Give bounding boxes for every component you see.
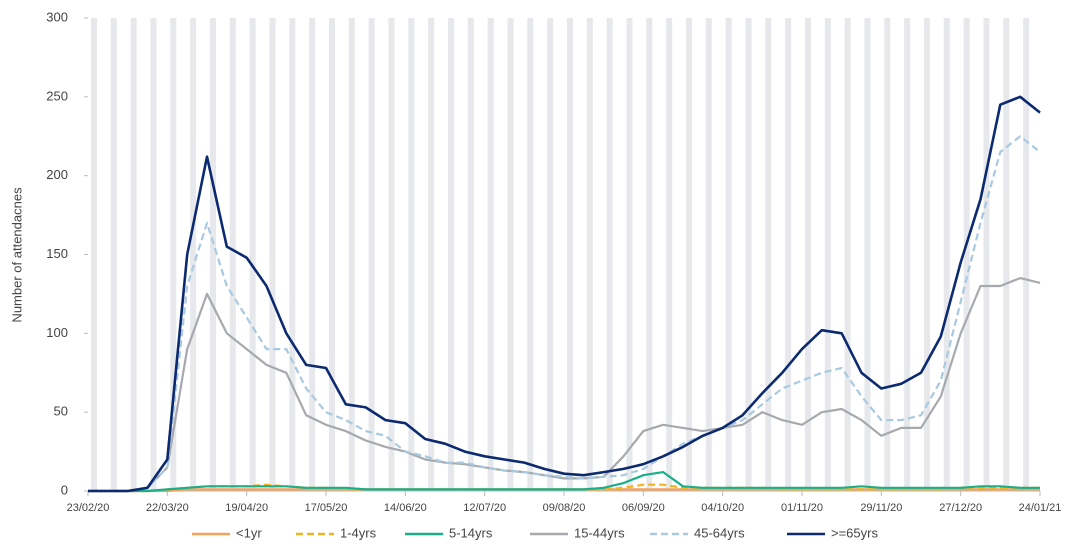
background-band [963,18,970,491]
legend-label: >=65yrs [831,525,878,540]
x-tick-label: 06/09/20 [622,502,665,514]
x-tick-label: 01/11/20 [781,502,823,514]
y-tick-label: 150 [46,246,68,261]
background-band [150,18,157,491]
y-tick-label: 100 [46,325,68,340]
background-band [289,18,296,491]
background-band [408,18,415,491]
x-tick-label: 12/07/20 [463,502,506,514]
background-band [447,18,454,491]
background-band [745,18,752,491]
background-band [785,18,792,491]
x-tick-label: 22/03/20 [146,502,189,514]
x-tick-label: 19/04/20 [225,502,268,514]
background-band [606,18,613,491]
background-band [1023,18,1030,491]
background-band [923,18,930,491]
background-band [983,18,990,491]
background-band [566,18,573,491]
background-band [309,18,316,491]
background-band [388,18,395,491]
x-tick-label: 24/01/21 [1019,502,1062,514]
background-band [626,18,633,491]
x-tick-label: 14/06/20 [384,502,427,514]
background-band [547,18,554,491]
background-band [269,18,276,491]
background-band [864,18,871,491]
background-band [705,18,712,491]
background-band [487,18,494,491]
background-band [348,18,355,491]
legend-label: 15-44yrs [574,525,625,540]
series-line [88,135,1041,493]
background-band [328,18,335,491]
background-band [90,18,97,491]
y-axis-title: Number of attendacnes [9,187,24,323]
y-tick-label: 50 [54,404,68,419]
background-band [943,18,950,491]
legend-label: 45-64yrs [694,525,745,540]
background-band [130,18,137,491]
background-band [1003,18,1010,491]
background-band [685,18,692,491]
background-band [725,18,732,491]
legend-label: <1yr [236,525,262,540]
series-line [88,471,1040,493]
background-band [507,18,514,491]
x-tick-label: 04/10/20 [701,502,744,514]
y-tick-label: 0 [61,482,68,497]
x-tick-label: 23/02/20 [67,502,110,514]
background-band [229,18,236,491]
legend-label: 1-4yrs [340,525,377,540]
y-tick-label: 300 [46,9,68,24]
background-band [428,18,435,491]
background-band [804,18,811,491]
background-band [467,18,474,491]
background-band [884,18,891,491]
background-band [527,18,534,491]
background-band [586,18,593,491]
background-band [824,18,831,491]
background-band [646,18,653,491]
series-line [88,277,1041,493]
y-tick-label: 200 [46,167,68,182]
x-tick-label: 09/08/20 [543,502,586,514]
y-tick-label: 250 [46,88,68,103]
x-tick-label: 29/11/20 [860,502,902,514]
background-band [666,18,673,491]
background-band [209,18,216,491]
background-band [765,18,772,491]
background-band [249,18,256,491]
x-tick-label: 17/05/20 [305,502,348,514]
background-band [170,18,177,491]
background-band [110,18,117,491]
series-line [88,95,1041,493]
background-band [368,18,375,491]
x-tick-label: 27/12/20 [939,502,982,514]
background-band [190,18,197,491]
background-band [904,18,911,491]
legend-label: 5-14yrs [449,525,493,540]
background-band [844,18,851,491]
